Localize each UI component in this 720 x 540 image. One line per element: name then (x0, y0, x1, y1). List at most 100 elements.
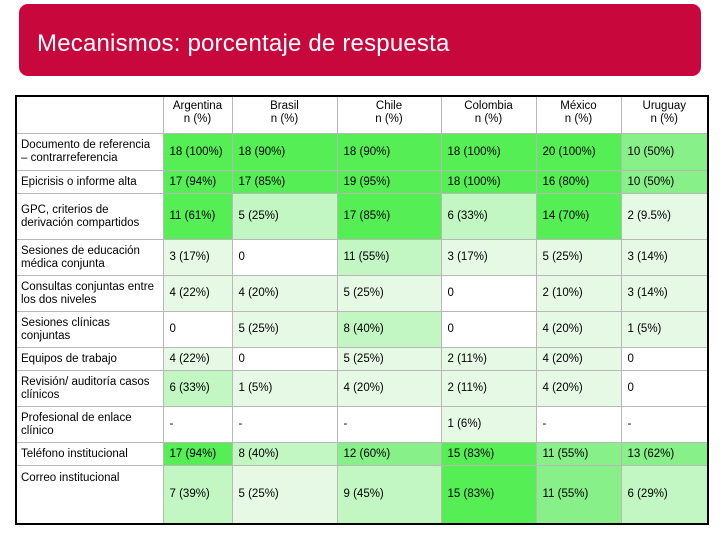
value-cell: 4 (20%) (231, 275, 338, 312)
row-label: GPC, criterios de derivación compartidos (15, 193, 164, 240)
value-cell: 7 (39%) (162, 465, 233, 524)
value-cell: 18 (100%) (440, 133, 537, 171)
column-name: Chile (375, 100, 403, 112)
value-cell: 12 (60%) (336, 442, 442, 466)
value-cell: 10 (50%) (620, 133, 709, 171)
table-body: Documento de referencia – contrarreferen… (15, 133, 709, 524)
value-cell: 18 (90%) (336, 133, 442, 171)
column-unit: n (%) (650, 113, 678, 125)
value-cell: 5 (25%) (231, 193, 338, 240)
row-label: Teléfono institucional (15, 442, 164, 466)
response-table: Argentina n (%) Brasil n (%) Chile n (%) Colom… (15, 95, 709, 525)
value-cell: 4 (20%) (535, 311, 622, 348)
column-header-colombia: Colombia n (%) (440, 95, 537, 134)
row-label: Profesional de enlace clínico (15, 406, 164, 443)
column-unit: n (%) (375, 113, 403, 125)
row-label: Sesiones de educación médica conjunta (15, 239, 164, 276)
column-header-méxico: México n (%) (535, 95, 622, 134)
table-row: Equipos de trabajo 4 (22%) 0 5 (25%) 2 (11%)… (15, 347, 709, 371)
table-row: Documento de referencia – contrarreferen… (15, 133, 709, 171)
value-cell: 1 (6%) (440, 406, 537, 443)
column-name: Argentina (172, 100, 223, 112)
table-row: Sesiones de educación médica conjunta 3 (… (15, 239, 709, 276)
value-cell: 9 (45%) (336, 465, 442, 524)
value-cell: 5 (25%) (336, 347, 442, 371)
value-cell: 11 (55%) (535, 442, 622, 466)
value-cell: 6 (29%) (620, 465, 709, 524)
table-row: Profesional de enlace clínico - - -1 (6%) - - (15, 406, 709, 443)
value-cell: 3 (14%) (620, 275, 709, 312)
value-cell: - (535, 406, 622, 443)
value-cell: 6 (33%) (162, 370, 233, 407)
column-unit: n (%) (474, 113, 503, 125)
value-cell: 18 (100%) (440, 170, 537, 194)
table-row: Revisión/ auditoría casos clínicos 6 (33%… (15, 370, 709, 407)
value-cell: 15 (83%) (440, 465, 537, 524)
column-name: Colombia (464, 100, 513, 112)
header-row: Argentina n (%) Brasil n (%) Chile n (%) Colom… (15, 95, 709, 134)
value-cell: 8 (40%) (336, 311, 442, 348)
column-header-uruguay: Uruguay n (%) (620, 95, 709, 134)
column-header-brasil: Brasil n (%) (231, 95, 338, 134)
value-cell: 5 (25%) (535, 239, 622, 276)
value-cell: 4 (20%) (535, 370, 622, 407)
table-row: Consultas conjuntas entre los dos nivele… (15, 275, 709, 312)
value-cell: 8 (40%) (231, 442, 338, 466)
value-cell: 3 (17%) (440, 239, 537, 276)
value-cell: 17 (85%) (231, 170, 338, 194)
column-header-argentina: Argentina n (%) (162, 95, 233, 134)
value-cell: 6 (33%) (440, 193, 537, 240)
value-cell: 4 (22%) (162, 347, 233, 371)
value-cell: 15 (83%) (440, 442, 537, 466)
value-cell: 4 (22%) (162, 275, 233, 312)
value-cell: 4 (20%) (535, 347, 622, 371)
value-cell: 20 (100%) (535, 133, 622, 171)
value-cell: - (620, 406, 709, 443)
value-cell: 11 (55%) (535, 465, 622, 524)
table-row: Correo institucional 7 (39%) 5 (25%) 9 (45%… (15, 465, 709, 524)
row-label: Epicrisis o informe alta (15, 170, 164, 194)
value-cell: 11 (61%) (162, 193, 233, 240)
page-title: Mecanismos: porcentaje de respuesta (37, 30, 450, 57)
value-cell: 2 (11%) (440, 370, 537, 407)
value-cell: 5 (25%) (231, 311, 338, 348)
column-name: Uruguay (642, 100, 686, 112)
value-cell: 2 (10%) (535, 275, 622, 312)
row-label: Correo institucional (15, 465, 164, 524)
value-cell: - (162, 406, 233, 443)
title-banner: Mecanismos: porcentaje de respuesta (19, 4, 701, 76)
value-cell: 0 (440, 275, 537, 312)
value-cell: 5 (25%) (336, 275, 442, 312)
corner-cell (15, 95, 164, 134)
value-cell: 4 (20%) (336, 370, 442, 407)
table-row: Sesiones clínicas conjuntas 0 5 (25%) 8 (40… (15, 311, 709, 348)
value-cell: 17 (94%) (162, 170, 233, 194)
value-cell: 18 (100%) (162, 133, 233, 171)
column-name: México (560, 100, 597, 112)
column-unit: n (%) (270, 113, 299, 125)
value-cell: - (336, 406, 442, 443)
value-cell: 0 (231, 239, 338, 276)
row-label: Sesiones clínicas conjuntas (15, 311, 164, 348)
value-cell: 1 (5%) (231, 370, 338, 407)
value-cell: 2 (9.5%) (620, 193, 709, 240)
column-name: Brasil (270, 100, 299, 112)
value-cell: 3 (14%) (620, 239, 709, 276)
value-cell: 5 (25%) (231, 465, 338, 524)
value-cell: 0 (620, 370, 709, 407)
value-cell: 0 (440, 311, 537, 348)
value-cell: 13 (62%) (620, 442, 709, 466)
table-row: Teléfono institucional 17 (94%) 8 (40%) 12 … (15, 442, 709, 466)
value-cell: 0 (620, 347, 709, 371)
value-cell: 3 (17%) (162, 239, 233, 276)
column-header-chile: Chile n (%) (336, 95, 442, 134)
value-cell: 2 (11%) (440, 347, 537, 371)
value-cell: 10 (50%) (620, 170, 709, 194)
value-cell: 14 (70%) (535, 193, 622, 240)
row-label: Documento de referencia – contrarreferen… (15, 133, 164, 171)
value-cell: 1 (5%) (620, 311, 709, 348)
value-cell: 16 (80%) (535, 170, 622, 194)
value-cell: 17 (85%) (336, 193, 442, 240)
value-cell: 11 (55%) (336, 239, 442, 276)
table-row: Epicrisis o informe alta 17 (94%) 17 (85%)… (15, 170, 709, 194)
